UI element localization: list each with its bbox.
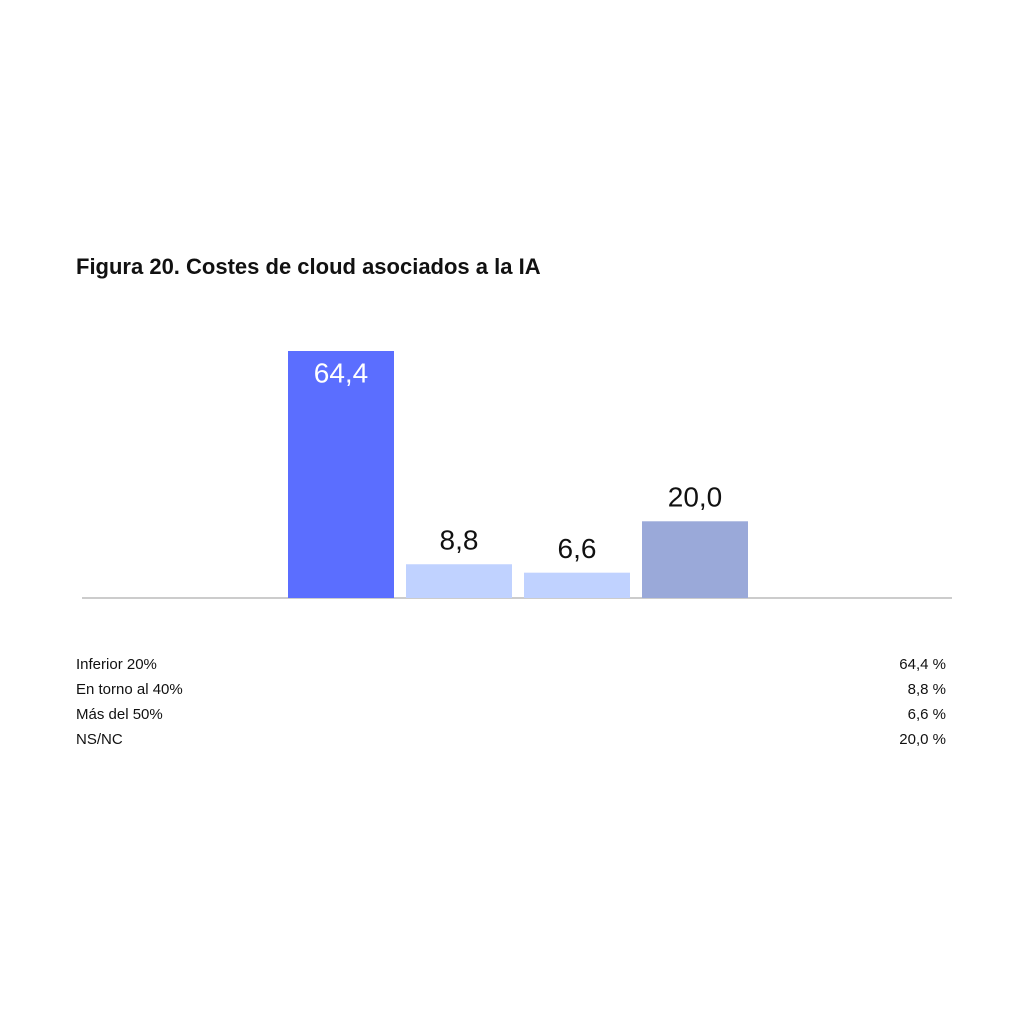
bar bbox=[406, 564, 512, 598]
bar bbox=[288, 351, 394, 598]
legend-value: 6,6 % bbox=[908, 706, 946, 723]
value-label: 6,6 bbox=[558, 533, 597, 564]
chart-title: Figura 20. Costes de cloud asociados a l… bbox=[76, 254, 541, 279]
legend-value: 64,4 % bbox=[899, 656, 946, 673]
legend-category: En torno al 40% bbox=[76, 681, 183, 698]
legend-value: 20,0 % bbox=[899, 731, 946, 748]
bar bbox=[524, 572, 630, 598]
value-label: 20,0 bbox=[668, 482, 723, 513]
legend-category: NS/NC bbox=[76, 731, 123, 748]
value-label: 64,4 bbox=[314, 357, 369, 388]
legend-category: Inferior 20% bbox=[76, 656, 157, 673]
legend-category: Más del 50% bbox=[76, 706, 163, 723]
bar bbox=[642, 521, 748, 598]
value-label: 8,8 bbox=[440, 525, 479, 556]
legend-value: 8,8 % bbox=[908, 681, 946, 698]
